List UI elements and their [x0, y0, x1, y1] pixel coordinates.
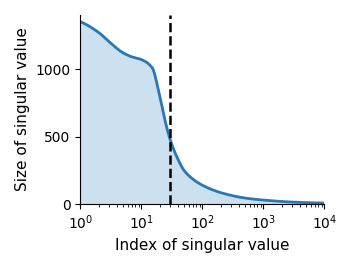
X-axis label: Index of singular value: Index of singular value [115, 238, 290, 253]
Y-axis label: Size of singular value: Size of singular value [15, 28, 30, 192]
